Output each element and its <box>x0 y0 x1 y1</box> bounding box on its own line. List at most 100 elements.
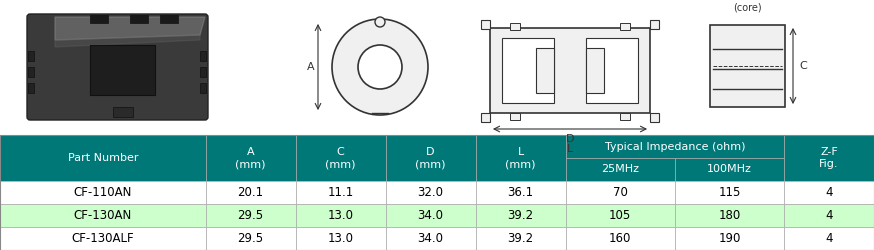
Polygon shape <box>55 35 200 47</box>
Text: 105: 105 <box>609 209 631 222</box>
Bar <box>0 204 205 227</box>
Bar <box>205 204 295 227</box>
Bar <box>675 158 784 181</box>
Bar <box>385 204 475 227</box>
Bar <box>130 15 148 23</box>
Text: 160: 160 <box>609 232 631 245</box>
Text: 13.0: 13.0 <box>328 232 354 245</box>
Text: 20.1: 20.1 <box>238 186 264 199</box>
Text: 39.2: 39.2 <box>508 209 534 222</box>
Bar <box>160 15 178 23</box>
Bar <box>295 204 385 227</box>
Bar <box>385 227 475 250</box>
Text: C
(mm): C (mm) <box>325 147 356 169</box>
Bar <box>481 20 490 29</box>
Bar <box>385 181 475 204</box>
Text: 29.5: 29.5 <box>238 209 264 222</box>
Bar <box>620 113 630 120</box>
Bar <box>650 20 659 29</box>
Bar <box>675 204 784 227</box>
Text: 11.1: 11.1 <box>328 186 354 199</box>
Text: 4: 4 <box>825 186 833 199</box>
Bar <box>784 204 874 227</box>
Text: Part Number: Part Number <box>67 153 138 163</box>
Bar <box>0 181 205 204</box>
Bar <box>675 227 784 250</box>
Bar <box>28 51 34 61</box>
Bar <box>475 135 565 181</box>
Bar <box>490 28 650 113</box>
Bar <box>650 113 659 122</box>
Bar <box>481 113 490 122</box>
Bar <box>28 83 34 93</box>
Text: L: L <box>567 144 573 154</box>
Bar <box>385 135 475 181</box>
Bar <box>0 135 205 181</box>
Text: A
(mm): A (mm) <box>235 147 266 169</box>
Bar <box>586 48 604 93</box>
Circle shape <box>358 45 402 89</box>
Text: L
(mm): L (mm) <box>505 147 536 169</box>
Bar <box>295 135 385 181</box>
Text: 13.0: 13.0 <box>328 209 354 222</box>
Text: CF-130ALF: CF-130ALF <box>72 232 134 245</box>
Text: C: C <box>799 61 807 71</box>
Bar <box>620 23 630 30</box>
Bar <box>510 23 520 30</box>
Bar <box>113 107 133 117</box>
Text: 70: 70 <box>613 186 628 199</box>
Text: 190: 190 <box>718 232 740 245</box>
Text: CF-130AN: CF-130AN <box>73 209 132 222</box>
Text: 39.2: 39.2 <box>508 232 534 245</box>
Bar <box>475 181 565 204</box>
Bar <box>205 227 295 250</box>
Bar <box>475 204 565 227</box>
Text: 34.0: 34.0 <box>418 232 444 245</box>
Bar <box>475 227 565 250</box>
Bar <box>200 83 206 93</box>
Text: 32.0: 32.0 <box>418 186 444 199</box>
Bar <box>90 45 155 95</box>
Bar <box>200 51 206 61</box>
Text: 100MHz: 100MHz <box>707 164 752 174</box>
Text: 115: 115 <box>718 186 740 199</box>
Bar <box>536 48 554 93</box>
Bar <box>565 181 675 204</box>
FancyBboxPatch shape <box>27 14 208 120</box>
Text: 4: 4 <box>825 209 833 222</box>
Text: (core): (core) <box>733 3 762 13</box>
Text: 36.1: 36.1 <box>508 186 534 199</box>
Bar <box>200 67 206 77</box>
Text: 180: 180 <box>718 209 740 222</box>
Bar <box>295 227 385 250</box>
Text: D
(mm): D (mm) <box>415 147 446 169</box>
Bar <box>205 135 295 181</box>
Bar <box>565 158 675 181</box>
Text: CF-110AN: CF-110AN <box>73 186 132 199</box>
Text: Z-F
Fig.: Z-F Fig. <box>819 147 839 169</box>
Text: D: D <box>565 134 574 144</box>
Bar <box>710 25 785 107</box>
Bar <box>675 181 784 204</box>
Bar <box>565 227 675 250</box>
Text: 34.0: 34.0 <box>418 209 444 222</box>
Text: 29.5: 29.5 <box>238 232 264 245</box>
Bar <box>205 181 295 204</box>
Bar <box>784 181 874 204</box>
Bar <box>0 227 205 250</box>
Bar <box>295 181 385 204</box>
Text: 4: 4 <box>825 232 833 245</box>
Bar <box>502 38 554 103</box>
Circle shape <box>332 19 428 115</box>
Text: A: A <box>307 62 315 72</box>
Bar <box>784 227 874 250</box>
Bar <box>510 113 520 120</box>
Text: Typical Impedance (ohm): Typical Impedance (ohm) <box>605 142 745 152</box>
Bar <box>90 15 108 23</box>
Bar <box>586 38 638 103</box>
Text: 25MHz: 25MHz <box>601 164 639 174</box>
Polygon shape <box>55 17 205 40</box>
Bar <box>28 67 34 77</box>
Bar <box>565 204 675 227</box>
Circle shape <box>375 17 385 27</box>
